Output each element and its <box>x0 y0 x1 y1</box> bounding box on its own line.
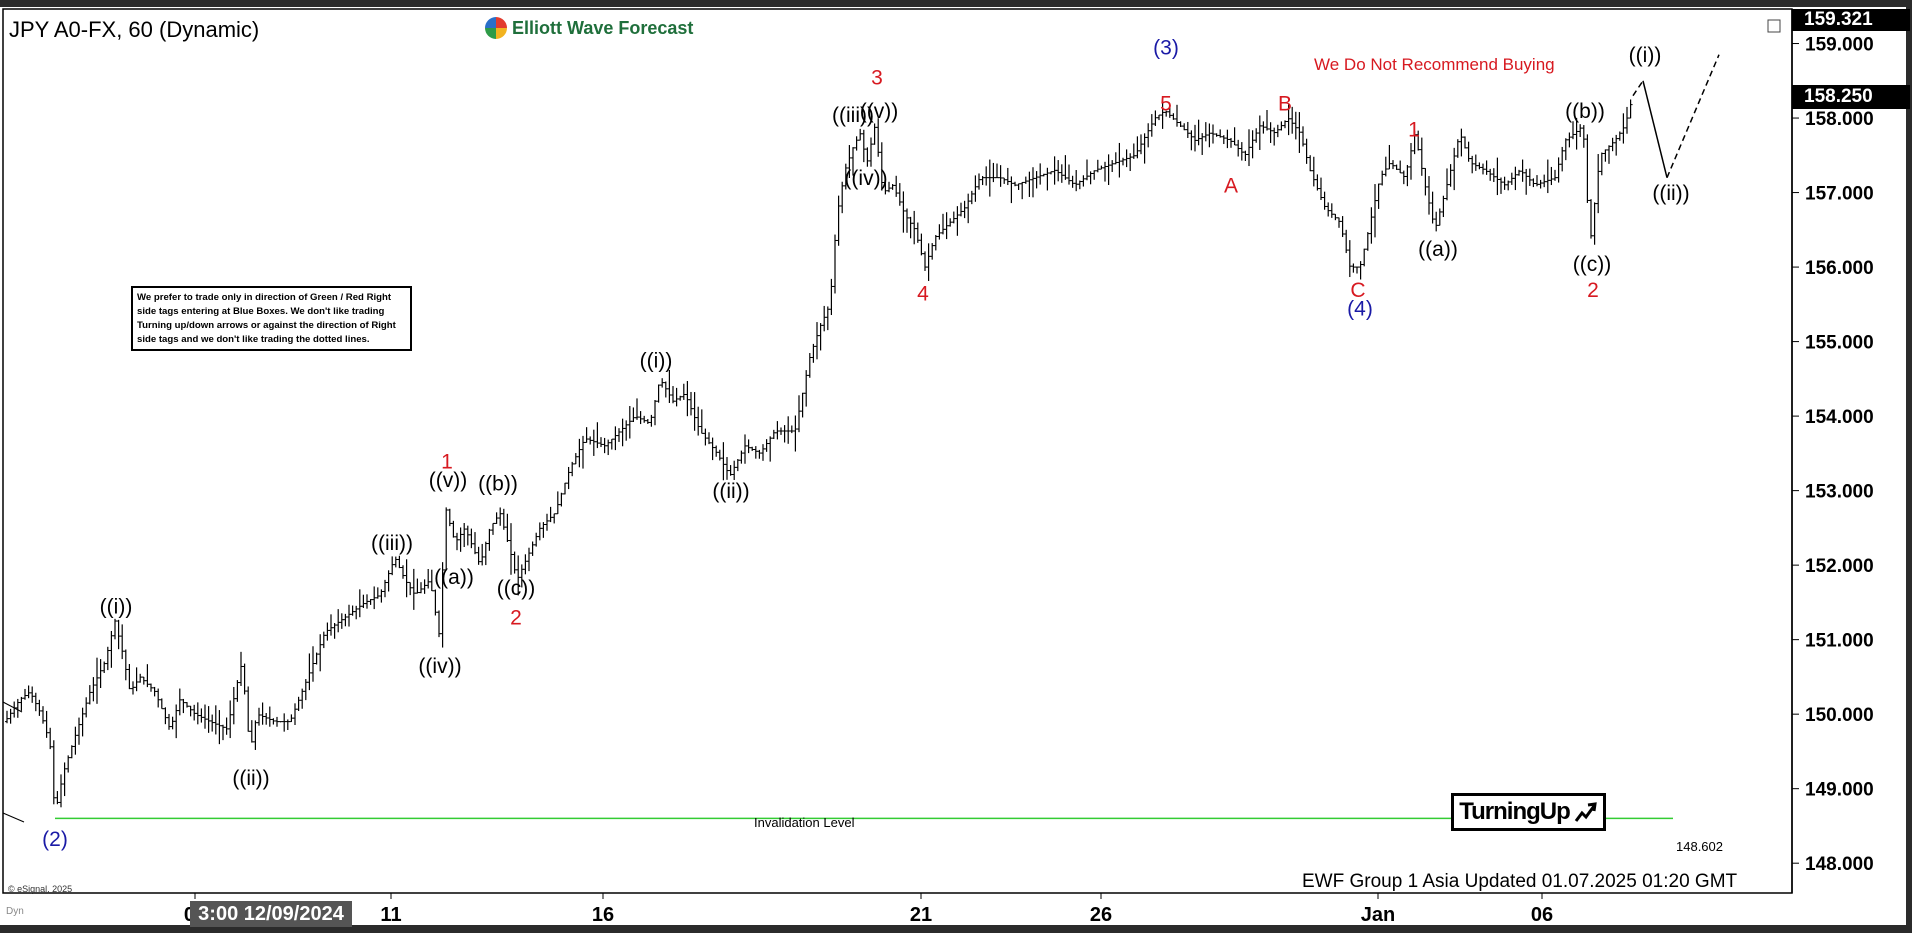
x-tick-label: 11 <box>380 904 401 926</box>
projection-segment <box>1666 54 1720 178</box>
bottom-border <box>0 925 1912 933</box>
turning-up-label: TurningUp <box>1459 798 1571 825</box>
wave-label: 4 <box>917 283 929 306</box>
top-border <box>0 0 1912 7</box>
wave-labels: (2)((i))((ii))((iii))((iv))((v))1((a))((… <box>42 37 1689 851</box>
turning-up-badge: TurningUp <box>1451 793 1606 831</box>
wave-label: ((c)) <box>497 577 535 600</box>
wave-label: 2 <box>510 607 522 630</box>
updated-timestamp: EWF Group 1 Asia Updated 01.07.2025 01:2… <box>1302 871 1738 892</box>
invalidation-price-label: 148.602 <box>1676 839 1723 854</box>
x-tick-label: 26 <box>1090 904 1112 926</box>
y-tick-label: 154.000 <box>1805 407 1874 428</box>
projection-segment <box>1632 80 1644 97</box>
wave-label: ((ii)) <box>232 767 269 790</box>
y-tick-label: 159.000 <box>1805 35 1874 56</box>
brand: Elliott Wave Forecast <box>485 17 693 39</box>
ewf-logo-icon <box>485 17 507 39</box>
projection-path <box>1632 54 1720 178</box>
y-tick-label: 148.000 <box>1805 854 1874 875</box>
x-tick-label: 16 <box>592 904 614 926</box>
wave-label: ((ii)) <box>1652 182 1689 205</box>
wave-label: 2 <box>1587 279 1599 302</box>
warning-text: We Do Not Recommend Buying <box>1314 55 1555 74</box>
wave-label: 3 <box>871 67 883 90</box>
wave-label: A <box>1224 175 1238 198</box>
projection-segment <box>1642 80 1668 178</box>
wave-label: ((v)) <box>429 469 467 492</box>
x-tick-label: Jan <box>1361 904 1395 926</box>
y-tick-label: 153.000 <box>1805 482 1874 503</box>
crosshair-date: 3:00 12/09/2024 <box>190 901 352 927</box>
wave-label: ((c)) <box>1573 253 1611 276</box>
wave-label: 1 <box>1408 119 1420 142</box>
wave-label: ((iv)) <box>418 655 461 678</box>
left-trendline-upper <box>2 701 23 713</box>
x-axis-ticks: 0911162126Jan06 <box>184 893 1553 926</box>
wave-label: ((ii)) <box>712 480 749 503</box>
y-tick-label: 152.000 <box>1805 556 1874 577</box>
wave-label: ((b)) <box>478 473 518 496</box>
wave-label: (4) <box>1347 298 1373 321</box>
brand-name: Elliott Wave Forecast <box>512 17 694 38</box>
wave-label: ((i)) <box>100 596 133 619</box>
y-tick-label: 158.000 <box>1805 109 1874 130</box>
ohlc-bars <box>5 99 1633 808</box>
wave-label: ((v)) <box>860 100 898 123</box>
x-tick-label: 06 <box>1531 904 1553 926</box>
symbol-title: JPY A0-FX, 60 (Dynamic) <box>9 17 260 42</box>
wave-label: ((a)) <box>1418 238 1458 261</box>
wave-label: ((i)) <box>640 350 673 373</box>
wave-label: ((iii)) <box>832 104 874 127</box>
x-tick-label: 21 <box>910 904 932 926</box>
arrow-up-right-icon <box>1574 802 1597 822</box>
last-price-tag: 158.250 <box>1792 85 1910 109</box>
y-axis-ticks: 148.000 149.000 150.000 151.000 152.000 153.0… <box>1792 35 1874 875</box>
trading-note: We prefer to trade only in direction of … <box>131 286 412 351</box>
wave-label: B <box>1278 93 1292 116</box>
wave-label: ((iv)) <box>844 167 887 190</box>
right-border <box>1906 7 1912 933</box>
y-tick-label: 157.000 <box>1805 184 1874 205</box>
y-tick-label: 149.000 <box>1805 780 1874 801</box>
copyright: © eSignal, 2025 <box>8 884 73 894</box>
wave-label: C <box>1350 279 1365 302</box>
y-tick-label: 150.000 <box>1805 705 1874 726</box>
wave-label: 5 <box>1160 93 1172 116</box>
y-tick-label: 156.000 <box>1805 258 1874 279</box>
wave-label: ((i)) <box>1629 44 1662 67</box>
wave-label: ((b)) <box>1565 100 1605 123</box>
invalidation-label: Invalidation Level <box>754 815 855 830</box>
corner-label: Dyn <box>6 906 24 917</box>
y-tick-label: 155.000 <box>1805 333 1874 354</box>
wave-label: ((iii)) <box>371 532 413 555</box>
wave-label: ((a)) <box>434 566 474 589</box>
plot-frame <box>2 8 1793 894</box>
wave-label: (2) <box>42 828 68 851</box>
left-trendline-lower <box>2 812 25 823</box>
wave-label: (3) <box>1153 37 1179 60</box>
wave-label: 1 <box>441 450 453 473</box>
y-tick-label: 151.000 <box>1805 631 1874 652</box>
top-price-tag: 159.321 <box>1792 9 1910 31</box>
window-menu-icon[interactable] <box>1767 19 1781 33</box>
